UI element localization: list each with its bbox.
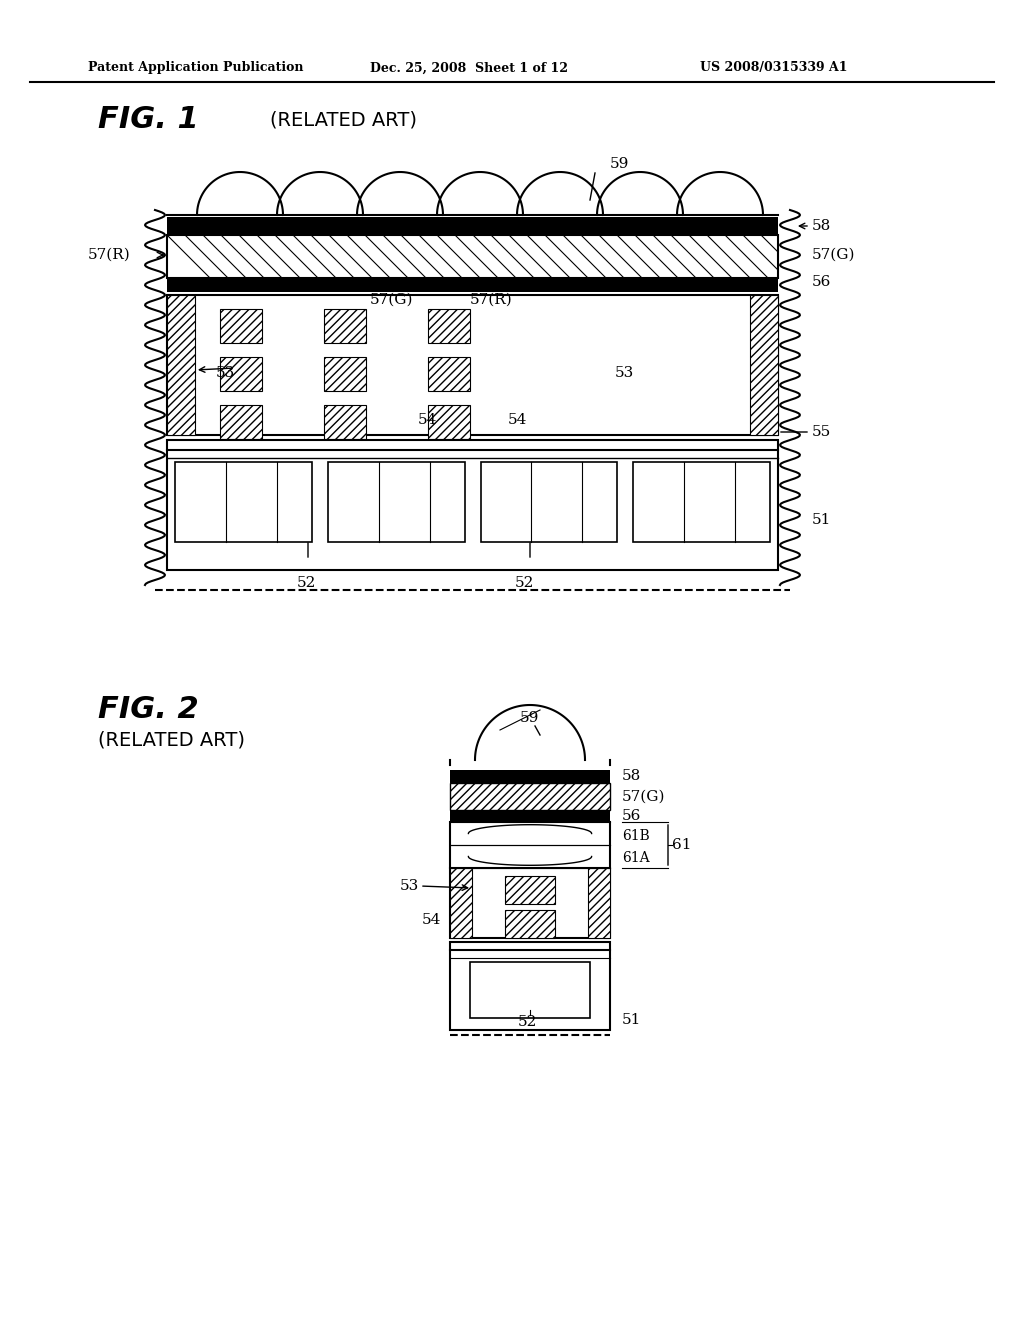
Text: 58: 58 <box>622 770 641 784</box>
Text: 55: 55 <box>812 425 831 440</box>
Bar <box>167 440 778 570</box>
Text: 52: 52 <box>518 1015 538 1030</box>
Bar <box>324 356 366 391</box>
Text: 57(G): 57(G) <box>812 248 855 261</box>
Bar <box>328 462 465 543</box>
Bar <box>588 869 610 939</box>
Bar <box>450 810 610 822</box>
Bar <box>470 962 590 1018</box>
Bar <box>633 462 770 543</box>
Text: 51: 51 <box>622 1012 641 1027</box>
Bar <box>450 783 610 810</box>
Bar <box>750 294 778 436</box>
Bar <box>450 942 610 1030</box>
Bar <box>450 770 610 783</box>
Text: 54: 54 <box>418 413 437 426</box>
Bar <box>480 462 617 543</box>
Bar <box>428 356 470 391</box>
Text: 52: 52 <box>297 576 316 590</box>
Bar <box>450 869 610 939</box>
Bar <box>505 876 555 904</box>
Bar <box>220 309 262 343</box>
Text: 54: 54 <box>422 913 441 927</box>
Bar <box>220 405 262 440</box>
Text: FIG. 2: FIG. 2 <box>98 696 199 725</box>
Text: (RELATED ART): (RELATED ART) <box>98 730 245 750</box>
Text: 57(R): 57(R) <box>88 248 131 261</box>
Text: 61B: 61B <box>622 829 650 842</box>
Bar <box>505 909 555 939</box>
Text: 57(G): 57(G) <box>622 789 666 804</box>
Text: FIG. 1: FIG. 1 <box>98 106 199 135</box>
Text: 53: 53 <box>400 879 419 894</box>
Bar <box>428 405 470 440</box>
Text: 56: 56 <box>622 809 641 822</box>
Text: US 2008/0315339 A1: US 2008/0315339 A1 <box>700 62 848 74</box>
Text: 53: 53 <box>615 366 634 380</box>
Text: 51: 51 <box>812 513 831 527</box>
Text: 57(G): 57(G) <box>370 293 414 308</box>
Bar <box>324 309 366 343</box>
Text: 56: 56 <box>812 275 831 289</box>
Text: (RELATED ART): (RELATED ART) <box>270 111 417 129</box>
Text: Patent Application Publication: Patent Application Publication <box>88 62 303 74</box>
Bar <box>167 294 778 436</box>
Bar <box>175 462 311 543</box>
Text: 54: 54 <box>508 413 527 426</box>
Text: 61A: 61A <box>622 851 649 866</box>
Text: 59: 59 <box>610 157 630 172</box>
Text: 57(R): 57(R) <box>470 293 513 308</box>
Bar <box>167 294 195 436</box>
Text: 52: 52 <box>515 576 535 590</box>
Text: 59: 59 <box>520 711 540 725</box>
Bar <box>167 235 778 279</box>
Text: Dec. 25, 2008  Sheet 1 of 12: Dec. 25, 2008 Sheet 1 of 12 <box>370 62 568 74</box>
Text: 58: 58 <box>812 219 831 234</box>
Bar <box>167 279 778 292</box>
Bar <box>324 405 366 440</box>
Text: 61: 61 <box>672 838 691 851</box>
Bar <box>167 216 778 235</box>
Text: 53: 53 <box>216 366 236 380</box>
Bar <box>450 869 472 939</box>
Bar <box>428 309 470 343</box>
Bar <box>220 356 262 391</box>
